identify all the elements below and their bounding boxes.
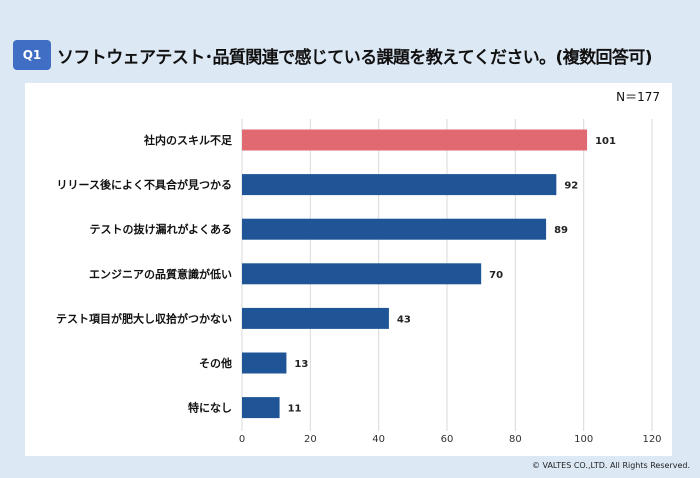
bar-chart: 0 20 40 60 80 100 120 社内のスキル不足 101 リリース後によく不具合が見つ… <box>56 119 662 445</box>
category-label-3: エンジニアの品質意識が低い <box>89 267 232 281</box>
x-tick-label-40: 40 <box>372 434 385 445</box>
bar-3 <box>242 263 482 285</box>
value-label-4: 43 <box>397 314 411 325</box>
value-label-3: 70 <box>489 270 503 281</box>
category-label-2: テストの抜け漏れがよくある <box>90 222 232 236</box>
bar-5 <box>242 352 287 374</box>
bar-6 <box>242 397 280 419</box>
category-label-0: 社内のスキル不足 <box>143 133 233 147</box>
category-label-4: テスト項目が肥大し収拾がつかない <box>56 311 232 325</box>
category-label-5: その他 <box>199 356 232 370</box>
x-tick-label-80: 80 <box>509 434 522 445</box>
bar-4 <box>242 307 389 329</box>
chart-card: N＝177 0 20 40 60 80 100 120 社内のスキル不足 101 リリース後によく… <box>25 83 672 456</box>
value-label-1: 92 <box>564 181 578 192</box>
x-tick-label-0: 0 <box>239 434 245 445</box>
value-label-0: 101 <box>595 136 616 147</box>
category-label-6: 特になし <box>188 401 232 415</box>
category-label-1: リリース後によく不具合が見つかる <box>57 178 232 192</box>
bar-1 <box>242 174 557 196</box>
x-tick-label-120: 120 <box>642 434 661 445</box>
value-label-6: 11 <box>288 404 302 415</box>
bar-2 <box>242 218 547 240</box>
question-title: ソフトウェアテスト･品質関連で感じている課題を教えてください。(複数回答可) <box>57 48 652 68</box>
question-header: Q1 ソフトウェアテスト･品質関連で感じている課題を教えてください。(複数回答可… <box>13 40 693 72</box>
value-label-2: 89 <box>554 225 568 236</box>
sample-size-label: N＝177 <box>616 90 660 104</box>
question-badge: Q1 <box>13 40 51 70</box>
x-tick-label-20: 20 <box>304 434 317 445</box>
bar-0 <box>242 129 588 151</box>
value-label-5: 13 <box>294 359 308 370</box>
copyright-text: © VALTES CO.,LTD. All Rights Reserved. <box>531 461 690 470</box>
x-tick-label-60: 60 <box>441 434 454 445</box>
x-tick-label-100: 100 <box>574 434 593 445</box>
